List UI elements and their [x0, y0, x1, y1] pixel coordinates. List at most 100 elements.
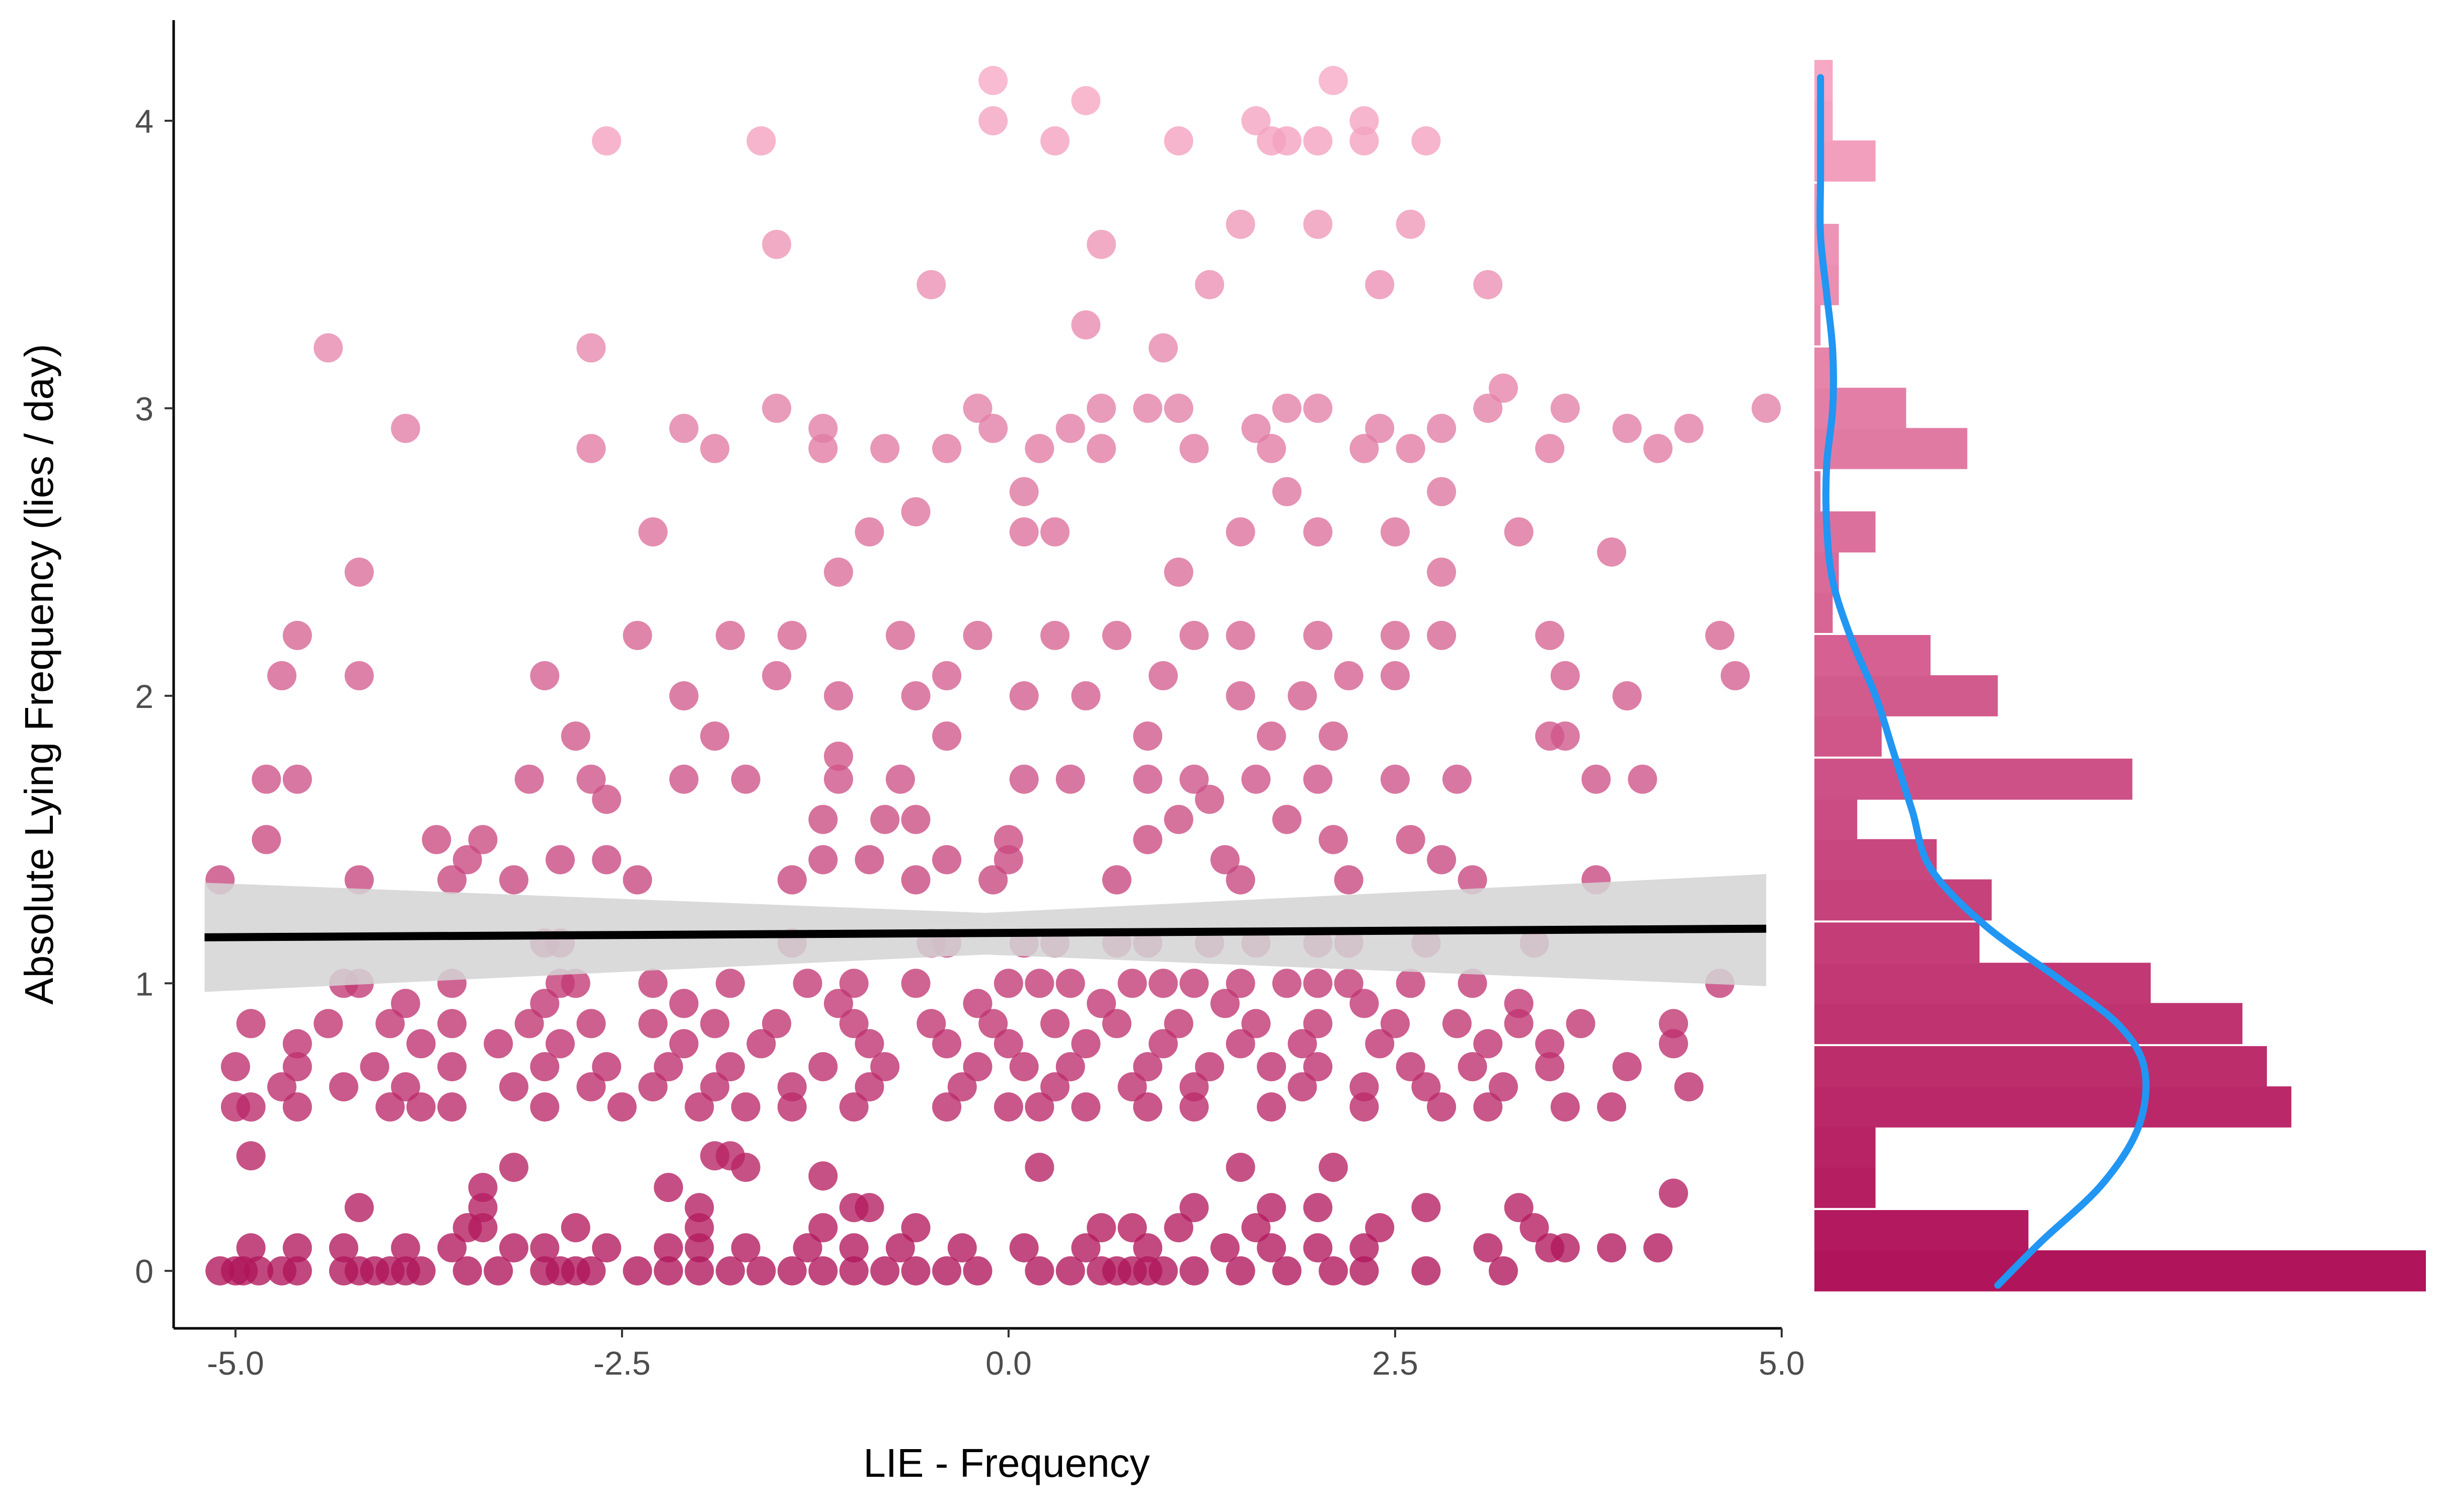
scatter-point [406, 1029, 436, 1059]
scatter-point [1055, 764, 1085, 794]
scatter-point [561, 969, 590, 998]
scatter-point [963, 393, 993, 423]
scatter-point [1349, 1256, 1379, 1286]
scatter-point [514, 764, 544, 794]
scatter-point [1303, 126, 1333, 155]
scatter-point [1287, 1072, 1317, 1101]
scatter-point [1195, 784, 1225, 814]
scatter-point [824, 741, 853, 771]
scatter-point [684, 1193, 714, 1222]
scatter-point [314, 333, 343, 363]
x-tick-label: -5.0 [207, 1344, 264, 1382]
scatter-point [1025, 969, 1054, 998]
scatter-point [1411, 1256, 1441, 1286]
scatter-point [360, 1052, 390, 1081]
scatter-point [1226, 1153, 1255, 1182]
scatter-point [1149, 333, 1178, 363]
histogram-bar [1814, 428, 1967, 469]
scatter-point [1071, 1092, 1101, 1122]
scatter-point [700, 1072, 730, 1101]
scatter-point [1489, 1256, 1518, 1286]
scatter-point [252, 825, 281, 854]
scatter-point [932, 1256, 962, 1286]
scatter-point [1071, 86, 1101, 115]
scatter-point [1381, 1009, 1410, 1039]
histogram-bar [1814, 635, 1931, 676]
scatter-point [592, 126, 622, 155]
scatter-point [1149, 969, 1178, 998]
scatter-point [1241, 106, 1271, 135]
scatter-point [546, 845, 575, 874]
scatter-point [592, 1233, 622, 1262]
scatter-point [1087, 229, 1116, 259]
scatter-point [1365, 414, 1395, 443]
scatter-point [684, 1213, 714, 1242]
regression-line-group [204, 924, 1767, 941]
scatter-point [824, 989, 853, 1018]
scatter-point [762, 393, 792, 423]
axes [172, 20, 1782, 1330]
scatter-point [1612, 414, 1642, 443]
scatter-point [244, 1256, 273, 1286]
scatter-point [484, 1029, 513, 1059]
scatter-point [282, 764, 312, 794]
scatter-point [1226, 209, 1255, 239]
scatter-point [684, 1256, 714, 1286]
scatter-point [530, 989, 560, 1018]
scatter-point [1179, 434, 1209, 463]
scatter-point [1396, 209, 1425, 239]
scatter-point [700, 1009, 730, 1039]
scatter-point [1164, 1009, 1193, 1039]
scatter-point [1179, 1072, 1209, 1101]
scatter-point [576, 764, 606, 794]
scatter-point [1303, 517, 1333, 547]
scatter-point [917, 270, 946, 299]
scatter-point [731, 1092, 760, 1122]
histogram-bar [1814, 1250, 2426, 1292]
scatter-point [1164, 1213, 1193, 1242]
scatter-point [1365, 1029, 1395, 1059]
scatter-point [731, 1233, 760, 1262]
scatter-point [623, 1256, 652, 1286]
scatter-point [1396, 434, 1425, 463]
scatter-point [282, 1029, 312, 1059]
scatter-point [731, 764, 760, 794]
scatter-point [1040, 1009, 1070, 1039]
scatter-point [1535, 721, 1565, 751]
scatter-point [1257, 1193, 1286, 1222]
scatter-point [901, 497, 931, 527]
scatter-point [437, 1233, 467, 1262]
scatter-point [530, 1233, 560, 1262]
scatter-point [576, 1009, 606, 1039]
scatter-point [592, 1052, 622, 1081]
scatter-point [1272, 126, 1302, 155]
scatter-point [592, 845, 622, 874]
scatter-point [499, 865, 528, 895]
scatter-point [1040, 517, 1070, 547]
scatter-point [746, 1029, 776, 1059]
histogram-bar [1814, 715, 1882, 757]
scatter-point [1720, 661, 1750, 690]
scatter-point [793, 969, 822, 998]
scatter-point [1071, 310, 1101, 340]
scatter-point [1241, 1213, 1271, 1242]
scatter-point [1349, 989, 1379, 1018]
scatter-point [762, 229, 792, 259]
histogram-bar [1814, 675, 1998, 717]
scatter-point [375, 1009, 405, 1039]
scatter-point [437, 865, 467, 895]
histogram-bar [1814, 1086, 2292, 1128]
scatter-point [669, 681, 699, 710]
scatter-point [282, 1233, 312, 1262]
scatter-point [669, 414, 699, 443]
scatter-point [220, 1052, 250, 1081]
scatter-point [932, 661, 962, 690]
scatter-point [1489, 1072, 1518, 1101]
scatter-point [1597, 1092, 1627, 1122]
x-axis-ticks: -5.0 -2.5 0.0 2.5 5.0 [207, 1328, 1805, 1382]
scatter-point [1489, 373, 1518, 403]
histogram-bar [1814, 140, 1876, 182]
scatter-point [1025, 1153, 1054, 1182]
scatter-point [1009, 477, 1039, 507]
scatter-point [855, 1072, 884, 1101]
